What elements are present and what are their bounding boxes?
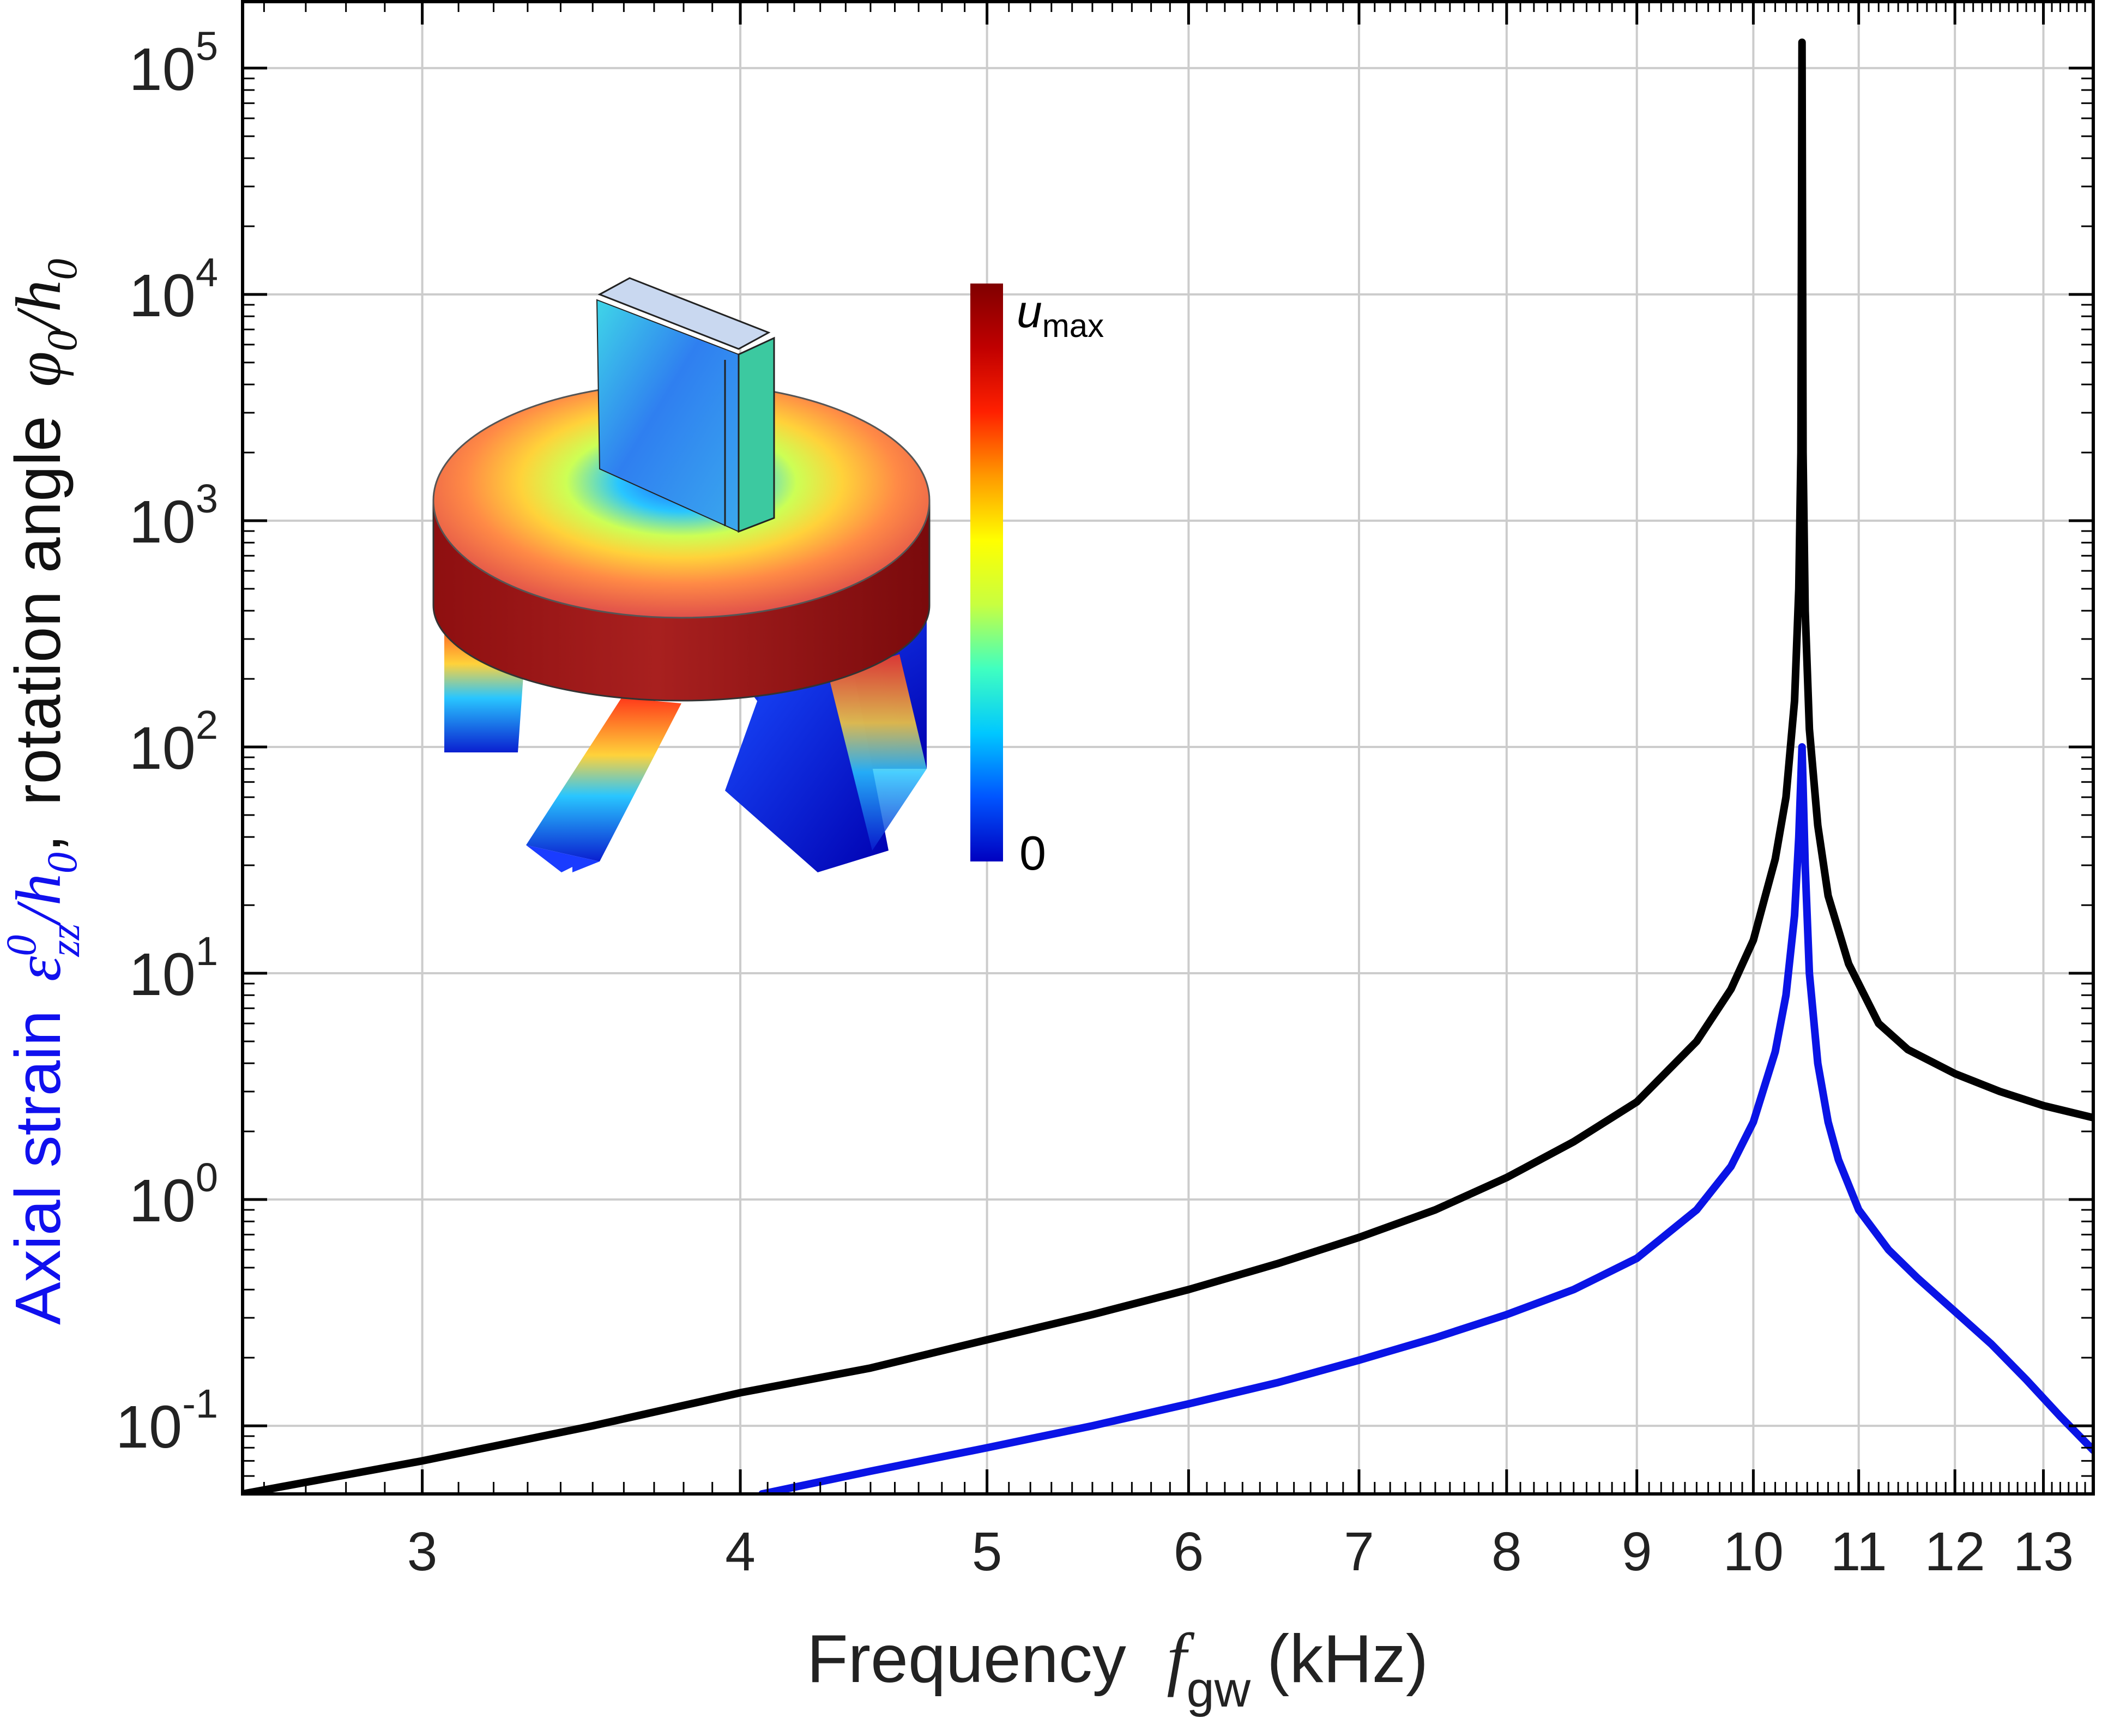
x-tick-labels: 3 4 5 6 7 8 9 10 11 12 13 [407,1521,2074,1582]
inset-colorbar [970,284,1003,861]
colorbar-min-label: 0 [1019,826,1046,880]
x-axis-title: Frequency fgw (kHz) [807,1619,1428,1717]
y-tick-label: 105 [129,23,218,103]
x-tick-label: 10 [1723,1521,1784,1582]
x-tick-label: 4 [725,1521,756,1582]
series-layer [243,38,2093,1494]
inset-block-top [597,277,771,350]
y-tick-labels: 10-1 100 101 102 103 104 105 [116,23,218,1461]
y-tick-label: 102 [129,702,218,782]
x-tick-label: 9 [1622,1521,1652,1582]
x-tick-label: 6 [1174,1521,1204,1582]
inset-leg [526,698,681,861]
axis-ticks [243,0,2094,1495]
grid [243,0,2093,1494]
y-tick-label: 100 [129,1155,218,1234]
y-tick-label: 103 [129,476,218,556]
series-line-rotation-angle [243,38,2093,1494]
x-tick-label: 12 [1925,1521,1985,1582]
inset-leg [526,845,600,872]
x-tick-label: 7 [1344,1521,1374,1582]
y-tick-label: 10-1 [116,1381,218,1461]
inset-block-side [738,336,775,533]
inset-leg [829,654,927,851]
inset-simulation-figure: umax 0 [432,277,1104,880]
x-tick-label: 3 [407,1521,438,1582]
y-axis-title: Axial strain ε0zz/h0, rotation angle φ0/… [0,259,88,1325]
x-tick-label: 11 [1831,1521,1887,1582]
series-line-axial-strain [758,743,2093,1494]
x-tick-label: 13 [2013,1521,2074,1582]
y-tick-label: 104 [129,250,218,329]
x-tick-label: 5 [972,1521,1002,1582]
x-tick-label: 8 [1491,1521,1522,1582]
y-tick-label: 101 [129,929,218,1008]
colorbar-max-label: umax [1017,286,1104,344]
